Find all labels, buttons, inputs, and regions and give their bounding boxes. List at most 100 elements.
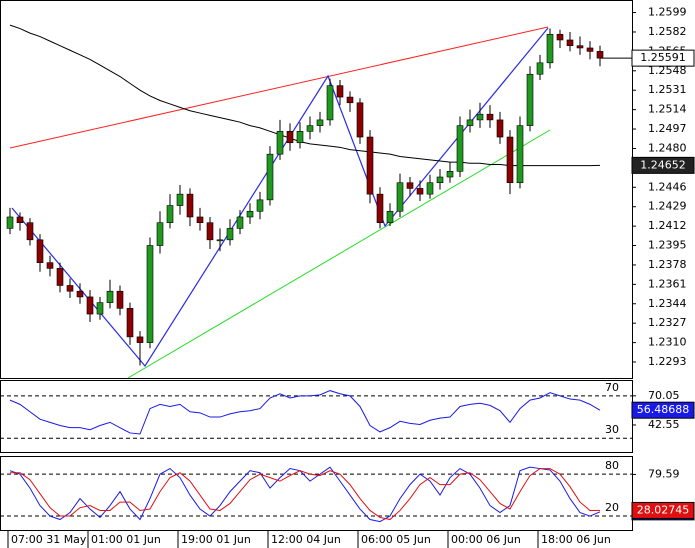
- candle-body: [496, 119, 504, 138]
- level-label: 70: [605, 381, 619, 394]
- candle-body: [466, 119, 474, 126]
- resistance-line: [9, 26, 549, 149]
- candle-body: [236, 216, 244, 229]
- candle-body: [226, 228, 234, 241]
- value-tag: 1.24652: [631, 156, 695, 174]
- value-tag: 28.02745: [631, 501, 695, 519]
- value-tag-label: 1.24652: [640, 158, 686, 171]
- candle-body: [166, 205, 174, 223]
- candle-body: [586, 47, 594, 52]
- candle-body: [246, 210, 254, 218]
- candle-body: [536, 62, 544, 75]
- candle-body: [286, 131, 294, 144]
- candle-body: [546, 33, 554, 64]
- candle-body: [326, 85, 334, 121]
- x-tick-label: 01:00 01 Jun: [91, 533, 161, 546]
- y-tick-label: 79.59: [648, 467, 680, 480]
- value-tag-label: 1.25591: [640, 51, 686, 64]
- indicator-line: [10, 468, 601, 521]
- price-panel: [0, 0, 633, 379]
- value-tag-label: 28.02745: [637, 503, 690, 516]
- value-tag-box: [631, 156, 695, 174]
- x-tick-label: 19:00 01 Jun: [181, 533, 251, 546]
- candle-body: [276, 131, 284, 155]
- indicator-line: [9, 390, 601, 435]
- candle-body: [266, 153, 274, 201]
- y-tick-label: 1.2531: [648, 83, 687, 96]
- candle-body: [376, 193, 384, 223]
- candle-body: [476, 113, 484, 121]
- candle-body: [216, 239, 224, 242]
- value-tag-box: [631, 49, 695, 67]
- candle-body: [396, 182, 404, 212]
- y-tick-label: 1.2446: [648, 180, 687, 193]
- candle-body: [6, 216, 14, 229]
- candle-body: [576, 45, 584, 49]
- candle-body: [206, 222, 214, 241]
- value-tag: 1.25591: [631, 49, 695, 67]
- candle-body: [416, 188, 424, 195]
- y-tick-label: 1.2429: [648, 200, 687, 213]
- y-tick-label: 1.2378: [648, 258, 687, 271]
- candle-body: [26, 222, 34, 241]
- x-tick-label: 18:00 06 Jun: [541, 533, 611, 546]
- y-tick-label: 1.2582: [648, 25, 687, 38]
- candle-body: [186, 193, 194, 218]
- candle-body: [76, 290, 84, 298]
- candle-body: [296, 131, 304, 144]
- y-tick-label: 1.2327: [648, 316, 687, 329]
- x-tick-label: 07:00 31 May: [11, 533, 87, 546]
- y-tick-label: 1.2310: [648, 336, 687, 349]
- y-tick-label: 1.2395: [648, 239, 687, 252]
- candle-body: [596, 51, 604, 59]
- level-label: 20: [605, 501, 619, 514]
- candle-body: [96, 302, 104, 315]
- value-tag-label: 56.48688: [637, 403, 690, 416]
- stoch-panel: [0, 456, 633, 531]
- y-tick-label: 1.2293: [648, 355, 687, 368]
- indicator-line: [9, 24, 601, 167]
- support-line: [127, 129, 551, 379]
- candle-body: [66, 285, 74, 292]
- candle-body: [486, 113, 494, 121]
- candle-body: [386, 210, 394, 223]
- y-tick-label: 42.55: [648, 418, 680, 431]
- x-tick-label: 12:00 04 Jun: [271, 533, 341, 546]
- y-tick-label: 1.2480: [648, 141, 687, 154]
- value-tag-box: [631, 501, 695, 519]
- candle-body: [366, 136, 374, 195]
- candle-body: [506, 136, 514, 184]
- candle-body: [426, 182, 434, 195]
- x-tick-label: 00:00 06 Jun: [451, 533, 521, 546]
- value-tag: 56.48688: [631, 401, 695, 419]
- y-tick-label: 70.05: [648, 389, 680, 402]
- candle-body: [526, 73, 534, 126]
- level-label: 80: [605, 459, 619, 472]
- y-tick-label: 1.2361: [648, 277, 687, 290]
- candle-body: [36, 239, 44, 263]
- y-tick-label: 1.2497: [648, 122, 687, 135]
- candle-body: [16, 216, 24, 223]
- y-tick-label: 1.2599: [648, 6, 687, 19]
- candle-body: [336, 85, 344, 98]
- candle-body: [436, 176, 444, 184]
- candle-body: [446, 170, 454, 178]
- candle-body: [316, 119, 324, 126]
- y-tick-label: 1.2514: [648, 103, 687, 116]
- candle-body: [126, 308, 134, 338]
- candle-body: [566, 39, 574, 46]
- candle-body: [256, 199, 264, 212]
- candle-body: [176, 193, 184, 206]
- indicator-line: [9, 466, 601, 523]
- candle-body: [346, 96, 354, 104]
- value-tag-box: [631, 401, 695, 419]
- candle-body: [516, 125, 524, 184]
- candle-body: [116, 290, 124, 309]
- candle-body: [306, 125, 314, 132]
- candle-body: [556, 33, 564, 41]
- candle-body: [156, 222, 164, 246]
- candle-body: [136, 336, 144, 343]
- level-label: 30: [605, 423, 619, 436]
